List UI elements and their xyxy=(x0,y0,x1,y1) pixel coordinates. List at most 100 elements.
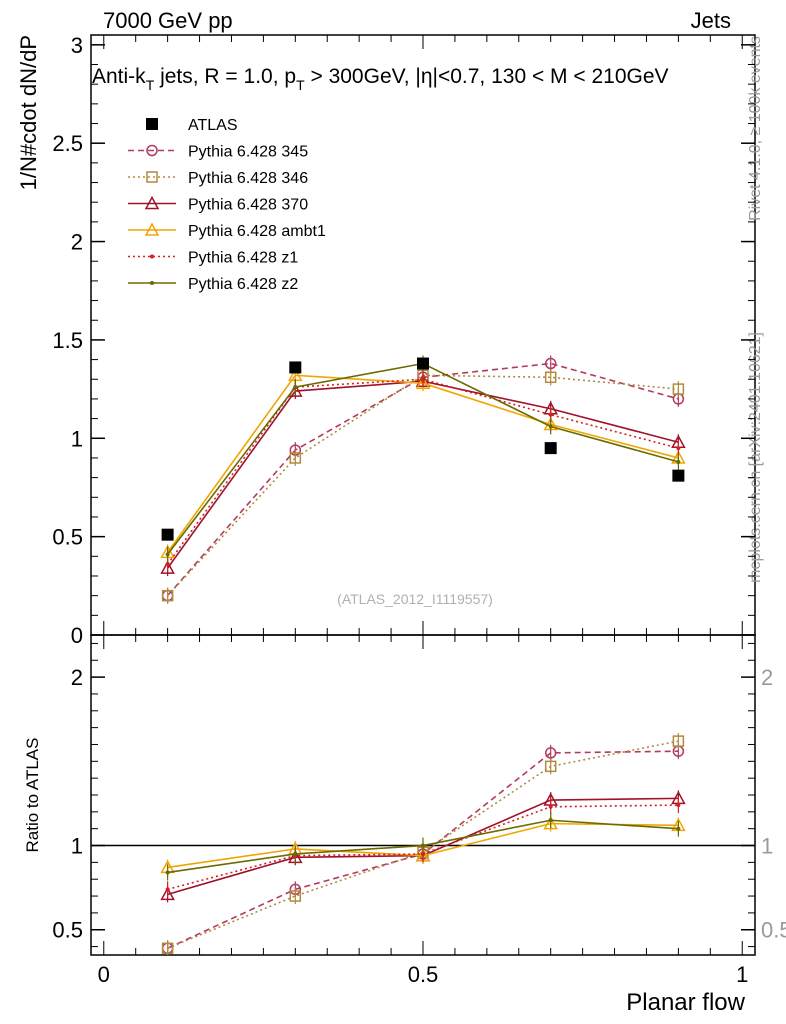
main-series-1 xyxy=(161,367,685,604)
legend-entry: Pythia 6.428 346 xyxy=(128,170,308,187)
atlas-data-series xyxy=(161,357,685,541)
legend-entry: Pythia 6.428 z1 xyxy=(128,250,298,267)
plot-title-sub-b: T xyxy=(296,77,305,93)
rivet-version-label: Rivet 4.1.0, ≥ 100k events xyxy=(747,36,764,221)
legend-label: ATLAS xyxy=(188,117,238,134)
legend-label: Pythia 6.428 z2 xyxy=(188,276,298,293)
x-axis-label: Planar flow xyxy=(626,989,745,1016)
ratio-y-tick-label-right: 1 xyxy=(761,834,773,859)
atlas-data-point xyxy=(672,469,685,482)
ratio-series-layer xyxy=(160,733,686,955)
plot-title-sub-a: T xyxy=(146,77,155,93)
header-category-label: Jets xyxy=(691,8,731,33)
atlas-data-point xyxy=(544,442,557,455)
legend-marker xyxy=(150,254,154,259)
ratio-data-point xyxy=(161,942,174,955)
main-series-2 xyxy=(160,373,686,577)
ratio-series-5 xyxy=(165,812,681,881)
main-data-point xyxy=(676,459,681,464)
analysis-watermark: (ATLAS_2012_I1119557) xyxy=(337,591,493,607)
main-data-point xyxy=(676,446,681,451)
x-tick-label: 0 xyxy=(98,962,110,987)
ratio-data-point xyxy=(165,887,170,892)
legend-marker xyxy=(150,281,154,285)
ratio-data-point xyxy=(544,760,557,773)
atlas-data-point xyxy=(417,357,429,370)
legend-label: Pythia 6.428 z1 xyxy=(188,250,298,267)
ratio-data-point xyxy=(548,804,553,809)
legend-marker xyxy=(146,118,158,130)
atlas-data-point xyxy=(289,361,302,374)
legend-label: Pythia 6.428 345 xyxy=(188,144,308,161)
legend-entry: Pythia 6.428 z2 xyxy=(128,276,298,293)
ratio-y-tick-label: 2 xyxy=(71,665,83,690)
main-series-line xyxy=(166,374,679,553)
main-series-line xyxy=(167,362,679,597)
plot-title-part-a: Anti-k xyxy=(92,65,146,88)
ratio-data-point xyxy=(676,826,681,831)
ratio-data-point xyxy=(672,735,685,747)
main-series-line xyxy=(167,374,679,597)
legend-entry: Pythia 6.428 345 xyxy=(128,144,308,161)
legend-entry: Pythia 6.428 370 xyxy=(128,195,308,214)
header-energy-label: 7000 GeV pp xyxy=(103,8,233,33)
main-data-point xyxy=(421,377,425,382)
legend-label: Pythia 6.428 346 xyxy=(188,170,308,187)
ratio-data-point xyxy=(165,870,170,875)
main-y-tick-label: 3 xyxy=(71,33,83,58)
main-series-layer xyxy=(160,355,686,604)
legend-entry: ATLAS xyxy=(146,117,238,134)
ratio-y-axis-label: Ratio to ATLAS xyxy=(23,738,42,853)
x-tick-label: 1 xyxy=(736,962,748,987)
main-data-point xyxy=(160,560,175,574)
main-y-axis-label: 1/N#cdot dN/dP xyxy=(16,35,41,190)
main-data-point xyxy=(672,383,685,395)
main-data-point xyxy=(544,357,557,370)
ratio-data-point xyxy=(544,747,557,759)
ratio-axes: 0 0.5 1 0.5 0.5 1 1 2 2 xyxy=(52,635,786,987)
ratio-data-point xyxy=(543,816,558,830)
x-tick-label: 0.5 xyxy=(408,962,439,987)
main-y-tick-label: 2 xyxy=(71,230,83,255)
legend-marker xyxy=(146,171,158,183)
ratio-plot-frame xyxy=(90,634,756,956)
main-y-tick-label: 0 xyxy=(71,623,83,648)
legend-marker xyxy=(144,222,160,236)
mcplots-source-label: mcplots.cern.ch [arXiv:2401.10621] xyxy=(747,332,764,583)
main-data-point xyxy=(548,424,553,429)
plot-title: Anti-kT jets, R = 1.0, pT > 300GeV, |η|<… xyxy=(92,65,669,93)
plot-title-part-b: jets, R = 1.0, p xyxy=(154,65,296,88)
legend-marker xyxy=(144,195,160,210)
legend-marker xyxy=(146,144,158,157)
ratio-series-line xyxy=(167,740,679,950)
ratio-data-point xyxy=(676,803,681,808)
ratio-data-point xyxy=(421,843,425,848)
main-data-point xyxy=(289,452,302,464)
ratio-data-point xyxy=(289,890,302,902)
atlas-data-point xyxy=(161,528,174,541)
legend: ATLAS Pythia 6.428 345 Pythia 6.428 346 Pyt… xyxy=(128,117,326,293)
legend-label: Pythia 6.428 ambt1 xyxy=(188,223,326,240)
legend-label: Pythia 6.428 370 xyxy=(188,197,308,214)
main-series-line xyxy=(166,378,679,565)
main-series-0 xyxy=(161,355,685,604)
main-data-point xyxy=(415,375,431,389)
main-data-point xyxy=(165,562,170,567)
ratio-data-point xyxy=(421,851,425,856)
ratio-y-tick-label: 0.5 xyxy=(52,918,83,943)
main-series-line xyxy=(166,380,679,569)
main-data-point xyxy=(165,552,170,557)
main-y-tick-label: 2.5 xyxy=(52,131,83,156)
main-axes: 0 0.5 1 1.5 2 2.5 3 xyxy=(52,33,755,648)
ratio-data-point xyxy=(293,851,298,856)
legend-entry: Pythia 6.428 ambt1 xyxy=(128,222,326,240)
main-data-point xyxy=(548,412,553,417)
ratio-data-point xyxy=(160,886,175,901)
ratio-y-tick-label-right: 2 xyxy=(761,665,773,690)
main-series-3 xyxy=(160,367,686,561)
main-y-tick-label: 1.5 xyxy=(52,328,83,353)
main-data-point xyxy=(544,371,557,384)
main-y-tick-label: 0.5 xyxy=(52,525,83,550)
ratio-y-tick-label: 1 xyxy=(71,834,83,859)
